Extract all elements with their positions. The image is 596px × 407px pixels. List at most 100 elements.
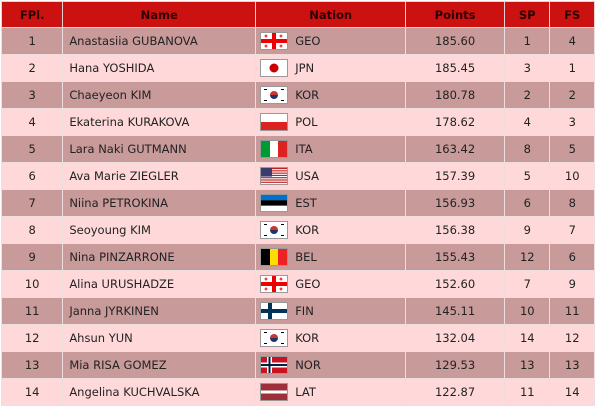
flag <box>260 86 289 104</box>
nation: BEL <box>255 243 407 271</box>
skater-name: Nina PINZARRONE <box>62 243 257 271</box>
skater-name: Lara Naki GUTMANN <box>62 135 257 163</box>
nation: NOR <box>255 351 407 379</box>
skater-name: Niina PETROKINA <box>62 189 257 217</box>
sp-rank: 3 <box>504 54 551 82</box>
sp-rank: 7 <box>504 270 551 298</box>
nation-code: USA <box>295 169 319 183</box>
result-row: 11 Janna JYRKINEN FIN 145.11 10 11 <box>0 297 595 325</box>
points: 156.93 <box>405 189 506 217</box>
fs-rank: 4 <box>549 27 595 55</box>
fs-rank: 1 <box>549 54 595 82</box>
points-header: Points <box>405 1 506 28</box>
nation: LAT <box>255 378 407 406</box>
points: 157.39 <box>405 162 506 190</box>
nation: POL <box>255 108 407 136</box>
sp-rank: 14 <box>504 324 551 352</box>
nation: KOR <box>255 324 407 352</box>
rank: 10 <box>0 270 64 298</box>
nation: ITA <box>255 135 407 163</box>
points: 155.43 <box>405 243 506 271</box>
fs-rank: 10 <box>549 162 595 190</box>
sp-rank: 8 <box>504 135 551 163</box>
sp-rank: 5 <box>504 162 551 190</box>
points: 185.60 <box>405 27 506 55</box>
sp-rank: 11 <box>504 378 551 406</box>
fs-rank: 7 <box>549 216 595 244</box>
nation: EST <box>255 189 407 217</box>
result-row: 9 Nina PINZARRONE BEL 155.43 12 6 <box>0 243 595 271</box>
skater-name: Anastasiia GUBANOVA <box>62 27 257 55</box>
points: 163.42 <box>405 135 506 163</box>
points: 180.78 <box>405 81 506 109</box>
rank: 8 <box>0 216 64 244</box>
flag <box>260 383 289 401</box>
flag <box>260 329 289 347</box>
nation-header: Nation <box>255 1 407 28</box>
flag <box>260 113 289 131</box>
nation: USA <box>255 162 407 190</box>
flag <box>260 140 289 158</box>
points: 145.11 <box>405 297 506 325</box>
flag <box>260 59 289 77</box>
nation: GEO <box>255 27 407 55</box>
nation-code: EST <box>295 196 317 210</box>
nation-code: ITA <box>295 142 313 156</box>
fs-rank: 3 <box>549 108 595 136</box>
rank: 14 <box>0 378 64 406</box>
flag <box>260 356 289 374</box>
nation-code: NOR <box>295 358 321 372</box>
skater-name: Alina URUSHADZE <box>62 270 257 298</box>
fs-rank: 2 <box>549 81 595 109</box>
nation: GEO <box>255 270 407 298</box>
nation-code: KOR <box>295 331 320 345</box>
skater-name: Hana YOSHIDA <box>62 54 257 82</box>
skater-name: Ekaterina KURAKOVA <box>62 108 257 136</box>
sp-rank: 10 <box>504 297 551 325</box>
rank: 5 <box>0 135 64 163</box>
nation-code: LAT <box>295 385 316 399</box>
flag <box>260 32 289 50</box>
result-row: 10 Alina URUSHADZE GEO 152.60 7 9 <box>0 270 595 298</box>
rank: 4 <box>0 108 64 136</box>
points: 185.45 <box>405 54 506 82</box>
sp-rank: 2 <box>504 81 551 109</box>
flag <box>260 302 289 320</box>
result-row: 1 Anastasiia GUBANOVA GEO 185.60 1 4 <box>0 27 595 55</box>
fs-rank: 5 <box>549 135 595 163</box>
flag <box>260 275 289 293</box>
result-row: 2 Hana YOSHIDA JPN 185.45 3 1 <box>0 54 595 82</box>
rank: 9 <box>0 243 64 271</box>
nation: FIN <box>255 297 407 325</box>
nation-code: GEO <box>295 34 321 48</box>
nation-code: POL <box>295 115 318 129</box>
nation-code: JPN <box>295 61 315 75</box>
rank: 6 <box>0 162 64 190</box>
fs-rank: 6 <box>549 243 595 271</box>
name-header: Name <box>62 1 257 28</box>
rank-header: FPl. <box>0 1 64 28</box>
points: 132.04 <box>405 324 506 352</box>
fs-rank: 12 <box>549 324 595 352</box>
nation: KOR <box>255 81 407 109</box>
sp-rank: 1 <box>504 27 551 55</box>
result-row: 14 Angelina KUCHVALSKA LAT 122.87 11 14 <box>0 378 595 406</box>
points: 129.53 <box>405 351 506 379</box>
fs-rank: 9 <box>549 270 595 298</box>
fs-rank: 8 <box>549 189 595 217</box>
points: 156.38 <box>405 216 506 244</box>
nation: JPN <box>255 54 407 82</box>
rank: 11 <box>0 297 64 325</box>
skater-name: Mia RISA GOMEZ <box>62 351 257 379</box>
sp-header: SP <box>504 1 551 28</box>
points: 152.60 <box>405 270 506 298</box>
result-row: 12 Ahsun YUN KOR 132.04 14 12 <box>0 324 595 352</box>
fs-header: FS <box>549 1 595 28</box>
result-row: 6 Ava Marie ZIEGLER USA 157.39 5 10 <box>0 162 595 190</box>
fs-rank: 13 <box>549 351 595 379</box>
rank: 12 <box>0 324 64 352</box>
rank: 13 <box>0 351 64 379</box>
skater-name: Seoyoung KIM <box>62 216 257 244</box>
sp-rank: 12 <box>504 243 551 271</box>
result-row: 5 Lara Naki GUTMANN ITA 163.42 8 5 <box>0 135 595 163</box>
